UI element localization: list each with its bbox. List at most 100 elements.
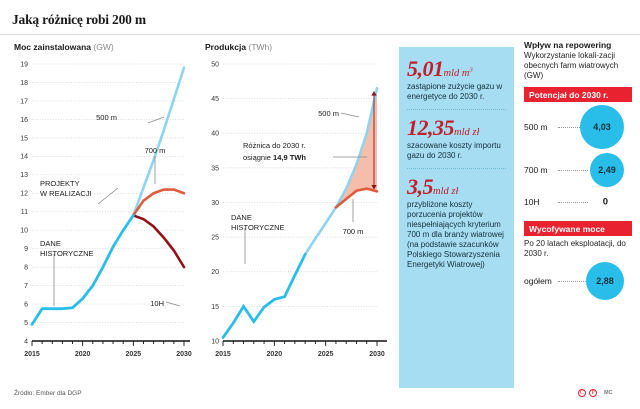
- chart2-diff-prefix: osiągnie: [243, 153, 273, 162]
- chart2-difference-area: [335, 88, 377, 208]
- svg-text:15: 15: [211, 304, 219, 311]
- callout-suffix-0: mld m: [443, 68, 470, 79]
- sidebar-retired-label: ogółem: [524, 275, 552, 286]
- svg-text:6: 6: [24, 301, 28, 308]
- svg-text:2015: 2015: [215, 351, 231, 358]
- chart1-500m-leader: [147, 116, 165, 124]
- callout-item-2: 3,5mld zł przybliżone koszty porzucenia …: [399, 175, 514, 270]
- chart1-label-10h: 10H: [150, 299, 164, 308]
- callout-desc-1: szacowane koszty importu gazu do 2030 r.: [407, 141, 501, 161]
- sidebar-potential-value: 4,03: [593, 122, 611, 133]
- svg-text:16: 16: [20, 117, 28, 124]
- svg-text:40: 40: [211, 131, 219, 138]
- chart2-difference-arrow: [371, 91, 377, 190]
- chart1-label-historical-l1: DANE: [40, 239, 61, 248]
- chart1-series-projects: [111, 214, 135, 249]
- sidebar-section1-rows: 500 m 4,03 700 m 2,49 10H 0: [524, 104, 632, 214]
- copyright-icon: C: [578, 389, 586, 397]
- svg-text:50: 50: [211, 61, 219, 68]
- callout-divider-1: [407, 168, 506, 170]
- chart2-x-axis-ticks: 2015 2020 2025 2030: [215, 341, 385, 358]
- callout-number-1: 12,35: [407, 115, 455, 141]
- chart2-title: Produkcja: [205, 42, 247, 52]
- chart1-series-10h: [132, 214, 186, 269]
- chart1-gridlines: [32, 63, 184, 323]
- chart1-label-projects-l1: PROJEKTY: [40, 179, 80, 188]
- sidebar-title: Wpływ na repowering: [524, 40, 612, 50]
- sidebar-potential-label: 500 m: [524, 122, 548, 133]
- sidebar-potential-leader: [558, 127, 588, 129]
- chart1-plot: 4 5 6 7 8 9 10 11 12 13 14 15 16 17 18 19 2015 2020 2025 2…: [14, 56, 192, 361]
- callout-panel: 5,01mld m3 zastąpione zużycie gazu w ene…: [399, 47, 514, 388]
- svg-text:2030: 2030: [369, 351, 385, 358]
- chart1-unit: (GW): [93, 42, 114, 52]
- callout-number-2: 3,5: [407, 174, 434, 200]
- sidebar-potential-leader: [558, 170, 588, 172]
- callout-divider-0: [407, 109, 506, 111]
- sidebar-potential-leader: [558, 202, 588, 204]
- callout-item-0: 5,01mld m3 zastąpione zużycie gazu w ene…: [399, 47, 514, 102]
- chart2-label-historical-l2: HISTORYCZNE: [231, 223, 284, 232]
- sidebar-section2-rows: ogółem 2,88: [524, 261, 632, 301]
- svg-text:30: 30: [211, 200, 219, 207]
- source-note: Źródło: Ember dla DGP: [14, 390, 82, 397]
- chart1-series-700m: [132, 188, 186, 217]
- chart1-header: Moc zainstalowana (GW): [14, 42, 114, 52]
- callout-item-1: 12,35mld zł szacowane koszty importu gaz…: [399, 116, 514, 161]
- svg-text:19: 19: [20, 61, 28, 68]
- chart1-projects-leader: [97, 187, 119, 205]
- rights-icon: P: [589, 389, 597, 397]
- svg-text:12: 12: [20, 191, 28, 198]
- sidebar-potential-row: 500 m 4,03: [524, 104, 632, 150]
- studio-mark: MC: [604, 390, 613, 396]
- svg-text:8: 8: [24, 265, 28, 272]
- sidebar-potential-bubble: 2,49: [590, 153, 624, 188]
- chart2-header: Produkcja (TWh): [205, 42, 272, 52]
- svg-text:35: 35: [211, 165, 219, 172]
- svg-text:9: 9: [24, 246, 28, 253]
- svg-text:2025: 2025: [318, 351, 334, 358]
- svg-text:2025: 2025: [126, 351, 142, 358]
- sidebar-subtitle: Wykorzystanie lokali-zacji obecnych farm…: [524, 51, 619, 80]
- chart2-series-historical: [221, 253, 307, 339]
- callout-value-0: 5,01mld m3: [407, 57, 506, 80]
- chart2-diff-value: 14,9 TWh: [273, 153, 306, 162]
- svg-text:10: 10: [211, 338, 219, 345]
- chart2-unit: (TWh): [248, 42, 273, 52]
- sidebar-potential-label: 10H: [524, 197, 540, 208]
- chart2-y-axis-ticks: 10 15 20 25 30 35 40 45 50: [211, 61, 219, 345]
- sidebar-potential-label: 700 m: [524, 165, 548, 176]
- sidebar-section1-header: Potencjał do 2030 r.: [524, 87, 632, 103]
- chart2-series-700m: [334, 187, 379, 209]
- sidebar-retired-row: ogółem 2,88: [524, 261, 632, 301]
- chart2-gridlines: [223, 63, 377, 307]
- callout-value-1: 12,35mld zł: [407, 116, 506, 139]
- chart1-label-500m: 500 m: [96, 113, 117, 122]
- sidebar-potential-row: 10H 0: [524, 190, 632, 214]
- callout-number-0: 5,01: [407, 56, 444, 81]
- title-divider: [0, 34, 640, 35]
- copyright-marks: C P MC: [578, 389, 613, 397]
- svg-text:4: 4: [24, 338, 28, 345]
- chart1-series-500m: [132, 66, 186, 217]
- svg-text:17: 17: [20, 98, 28, 105]
- svg-text:13: 13: [20, 172, 28, 179]
- chart2-series-500m: [303, 86, 379, 256]
- svg-text:2020: 2020: [75, 351, 91, 358]
- chart1-label-700m: 700 m: [145, 146, 166, 155]
- chart2-diff-line1: Różnica do 2030 r.: [243, 141, 306, 150]
- svg-text:10: 10: [20, 228, 28, 235]
- callout-suffix-2: mld zł: [433, 186, 459, 198]
- svg-text:45: 45: [211, 96, 219, 103]
- chart2-diff-line2: osiągnie 14,9 TWh: [243, 153, 306, 162]
- chart2-500m-leader: [340, 112, 360, 118]
- sidebar-potential-bubble: 4,03: [580, 105, 624, 150]
- chart1-10h-leader: [165, 301, 181, 307]
- chart1-label-projects-l2: W REALIZACJI: [40, 189, 92, 198]
- chart2-label-700m: 700 m: [343, 227, 364, 236]
- sidebar-section2-subtitle: Po 20 latach eksploatacji, do 2030 r.: [524, 239, 626, 259]
- callout-suffix-1: mld zł: [454, 127, 480, 139]
- svg-text:25: 25: [211, 235, 219, 242]
- callout-desc-0: zastąpione zużycie gazu w energetyce do …: [407, 82, 503, 102]
